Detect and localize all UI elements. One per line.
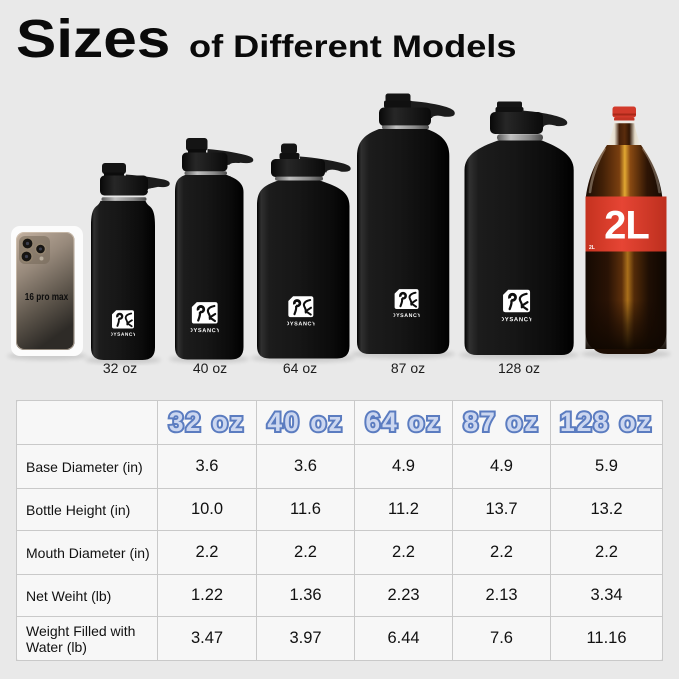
svg-text:2L: 2L	[589, 245, 595, 251]
svg-text:2L: 2L	[604, 204, 649, 248]
svg-text:16 pro max: 16 pro max	[25, 292, 69, 303]
